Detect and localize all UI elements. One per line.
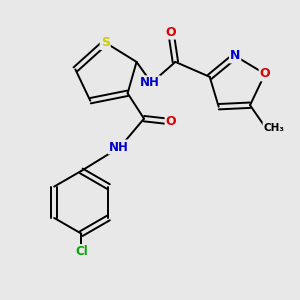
Text: CH₃: CH₃ [263, 123, 284, 133]
Text: O: O [260, 68, 270, 80]
Text: S: S [101, 36, 110, 49]
Text: NH: NH [109, 140, 129, 154]
Text: O: O [166, 115, 176, 128]
Text: O: O [166, 26, 176, 38]
Text: NH: NH [140, 76, 160, 89]
Text: N: N [230, 50, 240, 62]
Text: Cl: Cl [75, 245, 88, 258]
